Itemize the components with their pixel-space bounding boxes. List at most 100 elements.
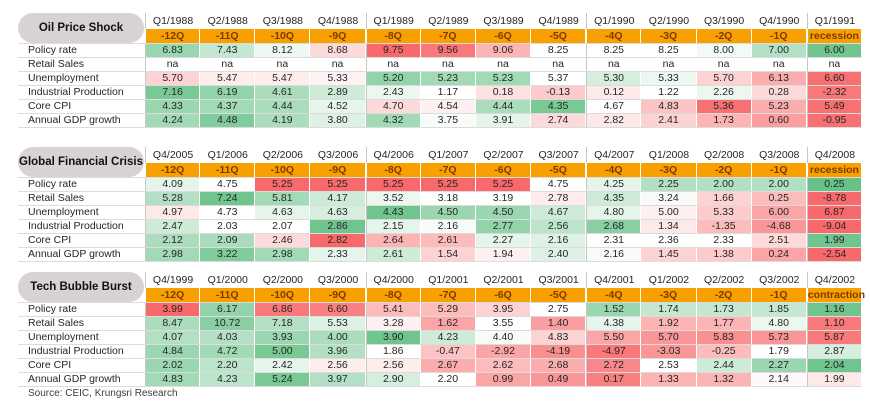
quarter-label: Q1/2008	[648, 149, 690, 161]
data-cell: 2.04	[806, 359, 862, 372]
data-cell: 2.68	[586, 220, 642, 233]
row-label: Unemployment	[28, 206, 99, 218]
row-label: Annual GDP growth	[28, 114, 121, 126]
data-cell: 2.09	[200, 234, 256, 247]
data-cell: 2.82	[586, 114, 642, 127]
data-cell: 1.38	[696, 248, 752, 261]
data-cell: -0.13	[531, 86, 587, 99]
data-cell: 8.25	[531, 44, 587, 57]
data-cell: 4.97	[145, 206, 201, 219]
data-cell: na	[751, 58, 807, 71]
data-cell: 5.33	[641, 72, 697, 85]
quarter-label: Q2/1990	[648, 15, 690, 27]
offset-label: -3Q	[641, 163, 697, 177]
offset-label: -7Q	[420, 163, 476, 177]
data-cell: 1.34	[641, 220, 697, 233]
data-cell: 3.93	[255, 331, 311, 344]
data-cell: 8.25	[641, 44, 697, 57]
data-cell: -2.92	[475, 345, 532, 358]
data-cell: 4.35	[531, 100, 587, 113]
table-row: Core CPI 4.33 4.37 4.44 4.52 4.70 4.54 4.44 4.35…	[18, 100, 862, 114]
data-cell: 0.17	[586, 373, 642, 386]
data-cell: -4.68	[751, 220, 807, 233]
data-cell: 2.00	[751, 178, 807, 191]
data-cell: 6.86	[255, 303, 311, 316]
quarter-label: Q1/1990	[586, 13, 641, 29]
offset-label: contraction	[806, 288, 866, 302]
data-cell: 2.75	[531, 303, 587, 316]
table-row: Policy rate 3.99 6.17 6.86 6.60 5.41 5.29 3.95 2…	[18, 302, 862, 317]
data-cell: 4.63	[310, 206, 366, 219]
data-cell: 1.73	[696, 303, 752, 316]
data-cell: na	[586, 58, 642, 71]
data-cell: 2.47	[145, 220, 201, 233]
data-cell: 4.83	[531, 331, 587, 344]
data-cell: na	[420, 58, 476, 71]
data-cell: 8.12	[255, 44, 311, 57]
table-global-financial-crisis: Global Financial Crisis Q4/2005 Q1/2006 Q2…	[18, 147, 862, 262]
data-cell: 5.25	[255, 178, 311, 191]
data-cell: 4.17	[310, 192, 366, 205]
offset-label: -2Q	[696, 163, 752, 177]
data-cell: 2.78	[531, 192, 587, 205]
quarter-label: Q3/1988	[262, 15, 304, 27]
data-cell: 2.20	[200, 359, 256, 372]
offset-label: -6Q	[475, 29, 532, 43]
data-cell: 8.68	[310, 44, 366, 57]
offset-label: -11Q	[200, 163, 256, 177]
data-cell: 6.87	[806, 206, 862, 219]
data-cell: 2.86	[310, 220, 366, 233]
data-cell: 4.80	[586, 206, 642, 219]
table-row: -12Q -11Q -10Q -9Q -8Q -7Q -6Q -5Q -4Q -3Q -2Q -1Q r…	[18, 29, 862, 43]
data-cell: 6.60	[806, 72, 862, 85]
offset-label: -6Q	[475, 163, 532, 177]
data-cell: 5.23	[751, 100, 807, 113]
data-cell: 2.31	[586, 234, 642, 247]
data-cell: 4.83	[145, 373, 201, 386]
data-cell: 5.00	[255, 345, 311, 358]
data-cell: 5.28	[145, 192, 201, 205]
data-cell: 0.18	[475, 86, 532, 99]
data-cell: 1.54	[420, 248, 476, 261]
data-cell: 4.50	[475, 206, 532, 219]
period-pill: Oil Price Shock	[18, 13, 144, 43]
table-row: Annual GDP growth 2.98 3.22 2.98 2.33 2.61 1.5…	[18, 248, 862, 262]
offset-label: -9Q	[310, 288, 366, 302]
offset-label: -4Q	[586, 288, 642, 302]
row-label: Retail Sales	[28, 58, 85, 70]
data-cell: 4.84	[145, 345, 201, 358]
data-cell: 0.25	[751, 192, 807, 205]
table-row: Core CPI 2.12 2.09 2.46 2.82 2.64 2.61 2.27 2.16…	[18, 234, 862, 248]
data-cell: 2.40	[531, 248, 587, 261]
quarter-label: Q4/1988	[317, 15, 359, 27]
row-label: Policy rate	[28, 178, 78, 190]
data-cell: 6.13	[751, 72, 807, 85]
data-cell: 4.73	[200, 206, 256, 219]
period-pill: Global Financial Crisis	[18, 147, 144, 177]
offset-label: -12Q	[145, 163, 201, 177]
data-cell: 3.55	[475, 317, 532, 330]
data-cell: 2.51	[751, 234, 807, 247]
data-cell: 4.54	[420, 100, 476, 113]
heatmap-grid: Q1/1988 Q2/1988 Q3/1988 Q4/1988 Q1/1989 Q2/19…	[18, 13, 862, 128]
quarter-label: Q4/2008	[806, 147, 862, 163]
data-cell: 2.61	[420, 234, 476, 247]
data-cell: 2.61	[365, 248, 421, 261]
data-cell: 2.67	[420, 359, 476, 372]
data-cell: 1.66	[696, 192, 752, 205]
data-cell: 5.53	[310, 317, 366, 330]
data-cell: 4.33	[145, 100, 201, 113]
quarter-label: Q4/2000	[365, 272, 421, 288]
data-cell: 1.17	[420, 86, 476, 99]
data-cell: 5.70	[145, 72, 201, 85]
quarter-label: Q2/2002	[703, 274, 745, 286]
data-cell: 4.52	[310, 100, 366, 113]
data-cell: 7.16	[145, 86, 201, 99]
quarter-label: Q4/1989	[538, 15, 579, 27]
data-cell: na	[531, 58, 587, 71]
data-cell: 2.27	[751, 359, 807, 372]
quarter-label: Q2/1989	[428, 15, 469, 27]
data-cell: 3.99	[145, 303, 201, 316]
data-cell: 2.16	[420, 220, 476, 233]
data-cell: 1.92	[641, 317, 697, 330]
